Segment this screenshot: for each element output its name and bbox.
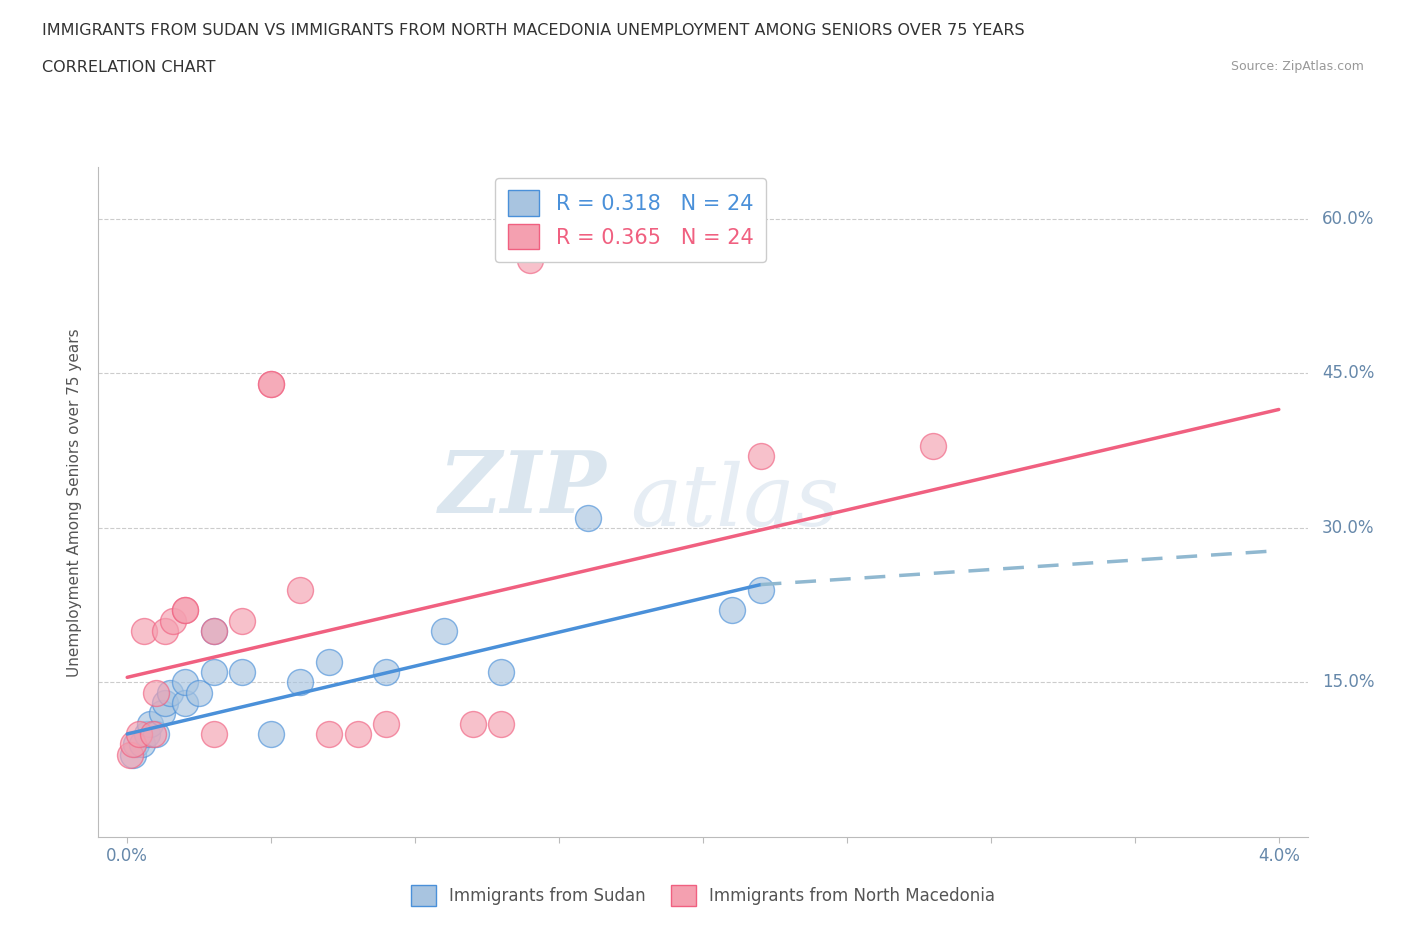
Point xyxy=(128,726,150,741)
Point xyxy=(433,623,456,638)
Y-axis label: Unemployment Among Seniors over 75 years: Unemployment Among Seniors over 75 years xyxy=(67,328,83,676)
Point xyxy=(136,726,159,741)
Point xyxy=(125,737,148,751)
Point xyxy=(375,716,398,731)
Point xyxy=(318,655,340,670)
Point xyxy=(120,747,142,762)
Point xyxy=(231,613,253,628)
Text: IMMIGRANTS FROM SUDAN VS IMMIGRANTS FROM NORTH MACEDONIA UNEMPLOYMENT AMONG SENI: IMMIGRANTS FROM SUDAN VS IMMIGRANTS FROM… xyxy=(42,23,1025,38)
Point xyxy=(153,623,176,638)
Point xyxy=(188,685,211,700)
Point xyxy=(461,716,484,731)
Point xyxy=(145,685,167,700)
Point xyxy=(749,582,772,597)
Text: ZIP: ZIP xyxy=(439,447,606,530)
Point xyxy=(145,726,167,741)
Legend: Immigrants from Sudan, Immigrants from North Macedonia: Immigrants from Sudan, Immigrants from N… xyxy=(404,879,1002,912)
Point xyxy=(134,623,156,638)
Text: 45.0%: 45.0% xyxy=(1322,365,1374,382)
Point xyxy=(231,665,253,680)
Point xyxy=(318,726,340,741)
Point xyxy=(375,665,398,680)
Legend: R = 0.318   N = 24, R = 0.365   N = 24: R = 0.318 N = 24, R = 0.365 N = 24 xyxy=(495,178,766,262)
Text: 60.0%: 60.0% xyxy=(1322,210,1374,228)
Point xyxy=(173,603,195,618)
Point xyxy=(749,448,772,463)
Point xyxy=(260,377,283,392)
Point xyxy=(576,511,599,525)
Text: 30.0%: 30.0% xyxy=(1322,519,1375,537)
Text: Source: ZipAtlas.com: Source: ZipAtlas.com xyxy=(1230,60,1364,73)
Point xyxy=(519,253,541,268)
Point xyxy=(139,716,162,731)
Point xyxy=(288,582,311,597)
Point xyxy=(491,665,513,680)
Point xyxy=(142,726,165,741)
Point xyxy=(260,377,283,392)
Point xyxy=(159,685,181,700)
Point xyxy=(173,675,195,690)
Point xyxy=(122,737,145,751)
Text: CORRELATION CHART: CORRELATION CHART xyxy=(42,60,215,75)
Text: 15.0%: 15.0% xyxy=(1322,673,1375,692)
Point xyxy=(202,623,225,638)
Point xyxy=(260,726,283,741)
Point xyxy=(720,603,742,618)
Text: atlas: atlas xyxy=(630,461,839,543)
Point xyxy=(153,696,176,711)
Point xyxy=(346,726,368,741)
Point xyxy=(922,438,945,453)
Point xyxy=(202,726,225,741)
Point xyxy=(162,613,184,628)
Point xyxy=(202,665,225,680)
Point xyxy=(288,675,311,690)
Point xyxy=(173,696,195,711)
Point xyxy=(150,706,173,721)
Point xyxy=(173,603,195,618)
Point xyxy=(491,716,513,731)
Point xyxy=(131,737,153,751)
Point xyxy=(202,623,225,638)
Point xyxy=(122,747,145,762)
